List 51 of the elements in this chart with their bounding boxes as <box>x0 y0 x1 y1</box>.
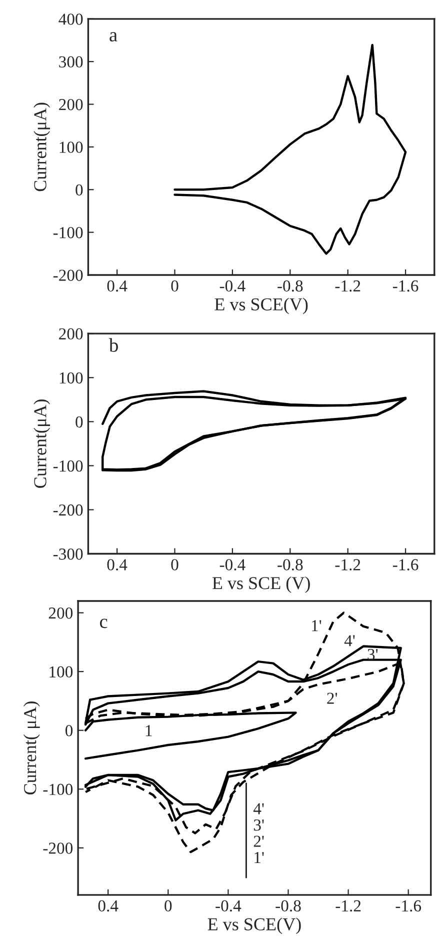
y-tick-label: -100 <box>43 784 73 796</box>
annotation: 3' <box>368 648 378 660</box>
y-tick-label: 0 <box>76 416 83 428</box>
annotation: 4' <box>344 635 355 646</box>
y-tick-label: 100 <box>50 666 73 678</box>
chart-title: b <box>108 338 118 352</box>
y-tick-label: -300 <box>53 548 83 560</box>
x-tick-label: 0 <box>171 559 178 570</box>
chart-title: a <box>110 32 118 42</box>
x-tick-label: 0 <box>171 280 178 292</box>
x-tick-label: -1.2 <box>335 559 360 570</box>
y-axis-title: Current(μA) <box>34 400 50 488</box>
y-tick-label: 200 <box>59 98 83 110</box>
x-tick-label: -1.6 <box>392 280 418 292</box>
x-tick-label: -0.4 <box>220 280 246 292</box>
y-tick-label: 0 <box>76 184 83 196</box>
x-axis-title: E vs SCE(V) <box>208 918 301 934</box>
x-tick-label: -0.8 <box>278 280 303 292</box>
y-axis-title: Current(μA) <box>34 102 50 192</box>
x-axis-title: E vs SCE(V) <box>214 298 308 314</box>
y-tick-label: 0 <box>66 725 73 736</box>
x-tick-label: 0 <box>164 900 172 912</box>
x-tick-label: -1.6 <box>396 900 422 912</box>
x-tick-label: -1.2 <box>336 900 361 912</box>
x-tick-label: 0.4 <box>107 280 128 292</box>
y-axis-title: Current( μA) <box>23 702 40 794</box>
y-tick-label: 100 <box>60 142 83 153</box>
y-tick-label: -200 <box>53 270 83 281</box>
annotation: 1' <box>312 620 322 632</box>
annotation: 1 <box>146 725 152 736</box>
x-tick-label: -1.2 <box>335 280 360 292</box>
annotation: 4' 3' 2' 1' <box>253 803 264 864</box>
x-tick-label: -0.4 <box>216 900 242 912</box>
x-tick-label: 0.4 <box>98 900 118 912</box>
x-tick-label: -0.4 <box>220 559 246 570</box>
x-axis-title: E vs SCE (V) <box>212 576 310 593</box>
x-tick-label: -0.8 <box>276 900 301 912</box>
x-tick-label: -0.8 <box>278 559 303 570</box>
y-tick-label: 300 <box>59 56 83 68</box>
y-tick-label: -100 <box>53 460 83 472</box>
x-tick-label: -1.6 <box>392 559 418 570</box>
y-tick-label: 100 <box>60 372 83 384</box>
y-tick-label: -200 <box>43 842 73 854</box>
y-tick-label: -200 <box>53 504 83 516</box>
x-tick-label: 0.4 <box>107 559 128 570</box>
text: c <box>100 618 108 628</box>
y-tick-label: 400 <box>58 14 83 25</box>
y-tick-label: -100 <box>53 227 83 238</box>
y-tick-label: 200 <box>59 328 83 340</box>
annotation: 2' <box>327 692 338 704</box>
y-tick-label: 200 <box>48 607 73 619</box>
